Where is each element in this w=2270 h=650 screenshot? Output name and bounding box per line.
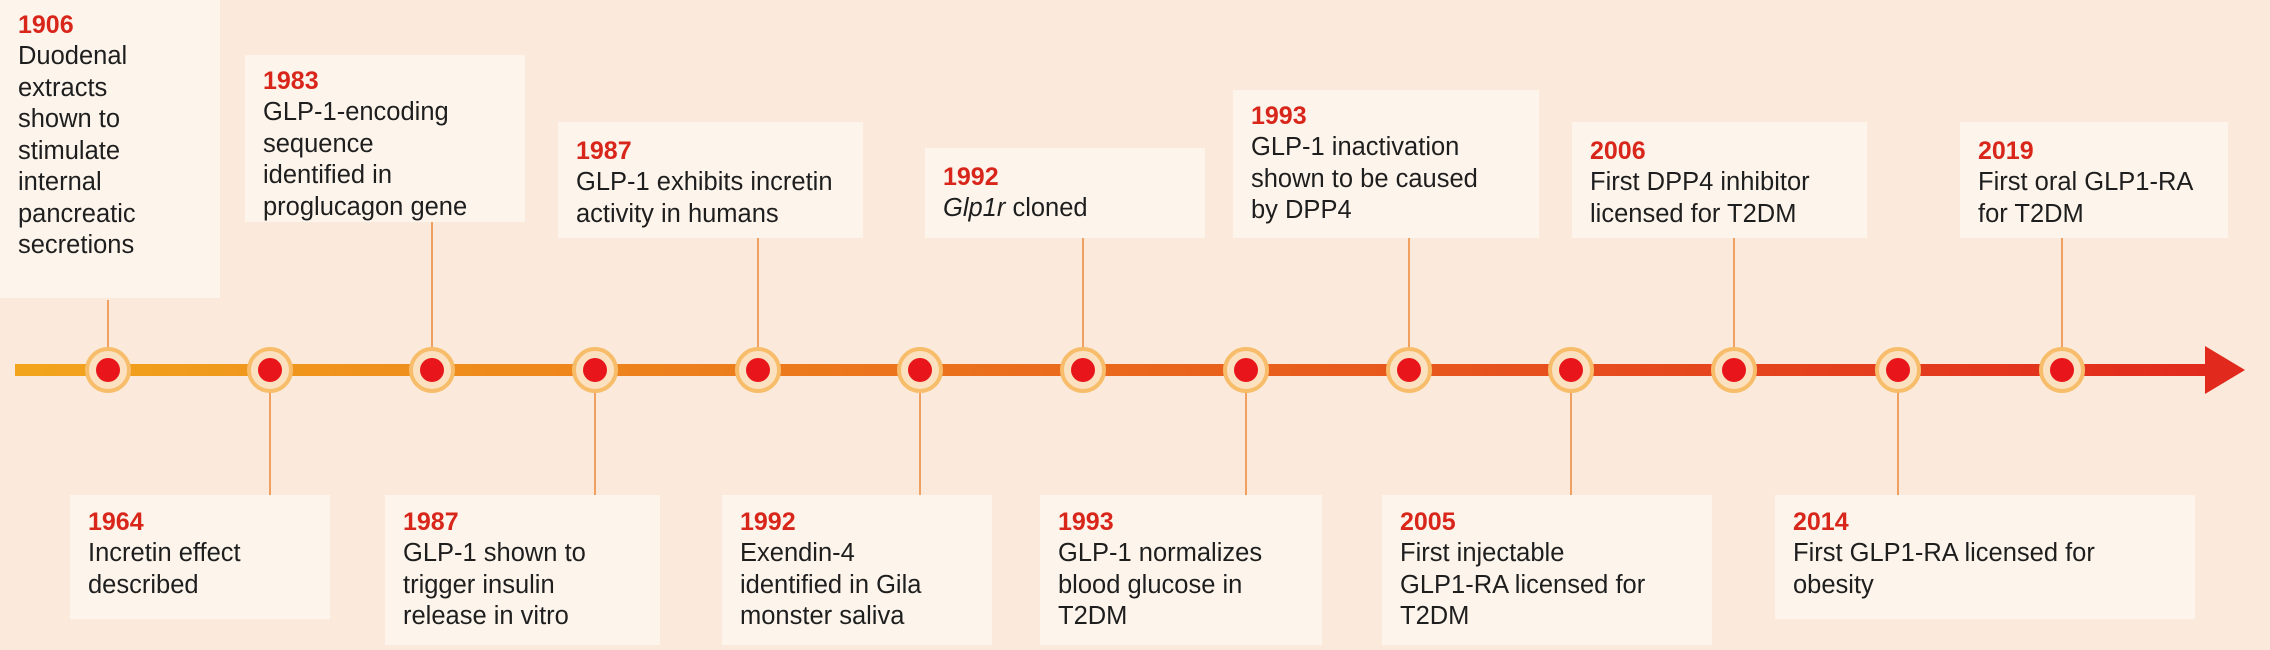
event-card-1964: 1964 Incretin effect described [70, 495, 330, 619]
event-year: 2006 [1590, 136, 1849, 167]
gene-name-italic: Glp1r [943, 194, 1005, 222]
event-card-2019: 2019 First oral GLP1-RA for T2DM [1960, 122, 2228, 238]
event-card-1987-invitro: 1987 GLP-1 shown to trigger insulin rele… [385, 495, 660, 645]
marker-2005 [1550, 349, 1592, 391]
event-description: Incretin effect described [88, 538, 312, 601]
event-year: 1987 [403, 507, 642, 538]
event-description: GLP-1 shown to trigger insulin release i… [403, 538, 642, 633]
event-description: First oral GLP1-RA for T2DM [1978, 167, 2210, 230]
event-year: 1992 [740, 507, 974, 538]
event-card-1987-humans: 1987 GLP-1 exhibits incretin activity in… [558, 122, 863, 238]
marker-2014 [1877, 349, 1919, 391]
event-year: 1987 [576, 136, 845, 167]
event-description: Glp1r cloned [943, 193, 1187, 225]
marker-1993-dpp4 [1388, 349, 1430, 391]
event-description: GLP-1 inactivation shown to be caused by… [1251, 132, 1521, 227]
event-description: Exendin-4 identified in Gila monster sal… [740, 538, 974, 633]
marker-2006 [1713, 349, 1755, 391]
marker-1964 [249, 349, 291, 391]
marker-2019 [2041, 349, 2083, 391]
marker-1992-glp1r [1062, 349, 1104, 391]
marker-1993-normalizes [1225, 349, 1267, 391]
marker-1906 [87, 349, 129, 391]
marker-1992-exendin [899, 349, 941, 391]
event-year: 1983 [263, 66, 507, 97]
marker-1983 [411, 349, 453, 391]
event-card-1906: 1906 Duodenal extracts shown to stimulat… [0, 0, 220, 298]
event-year: 2014 [1793, 507, 2177, 538]
event-year: 1993 [1058, 507, 1304, 538]
event-card-1993-dpp4: 1993 GLP-1 inactivation shown to be caus… [1233, 90, 1539, 238]
event-description: First DPP4 inhibitor licensed for T2DM [1590, 167, 1849, 230]
event-year: 2005 [1400, 507, 1694, 538]
event-card-1992-glp1r: 1992 Glp1r cloned [925, 148, 1205, 238]
event-description: GLP-1-encoding sequence identified in pr… [263, 97, 507, 223]
event-year: 1993 [1251, 101, 1521, 132]
event-card-2006: 2006 First DPP4 inhibitor licensed for T… [1572, 122, 1867, 238]
event-description: First GLP1-RA licensed for obesity [1793, 538, 2177, 601]
event-description: First injectable GLP1-RA licensed for T2… [1400, 538, 1694, 633]
event-description: GLP-1 exhibits incretin activity in huma… [576, 167, 845, 230]
event-description: Duodenal extracts shown to stimulate int… [18, 41, 202, 262]
marker-1987-invitro [574, 349, 616, 391]
event-card-1983: 1983 GLP-1-encoding sequence identified … [245, 55, 525, 222]
marker-1987-humans [737, 349, 779, 391]
event-year: 2019 [1978, 136, 2210, 167]
event-card-2014: 2014 First GLP1-RA licensed for obesity [1775, 495, 2195, 619]
event-year: 1906 [18, 10, 202, 41]
event-card-1993-normalizes: 1993 GLP-1 normalizes blood glucose in T… [1040, 495, 1322, 645]
event-description: GLP-1 normalizes blood glucose in T2DM [1058, 538, 1304, 633]
timeline-arrowhead [2205, 346, 2245, 394]
event-year: 1964 [88, 507, 312, 538]
event-card-2005: 2005 First injectable GLP1-RA licensed f… [1382, 495, 1712, 645]
event-year: 1992 [943, 162, 1187, 193]
event-card-1992-exendin: 1992 Exendin-4 identified in Gila monste… [722, 495, 992, 645]
